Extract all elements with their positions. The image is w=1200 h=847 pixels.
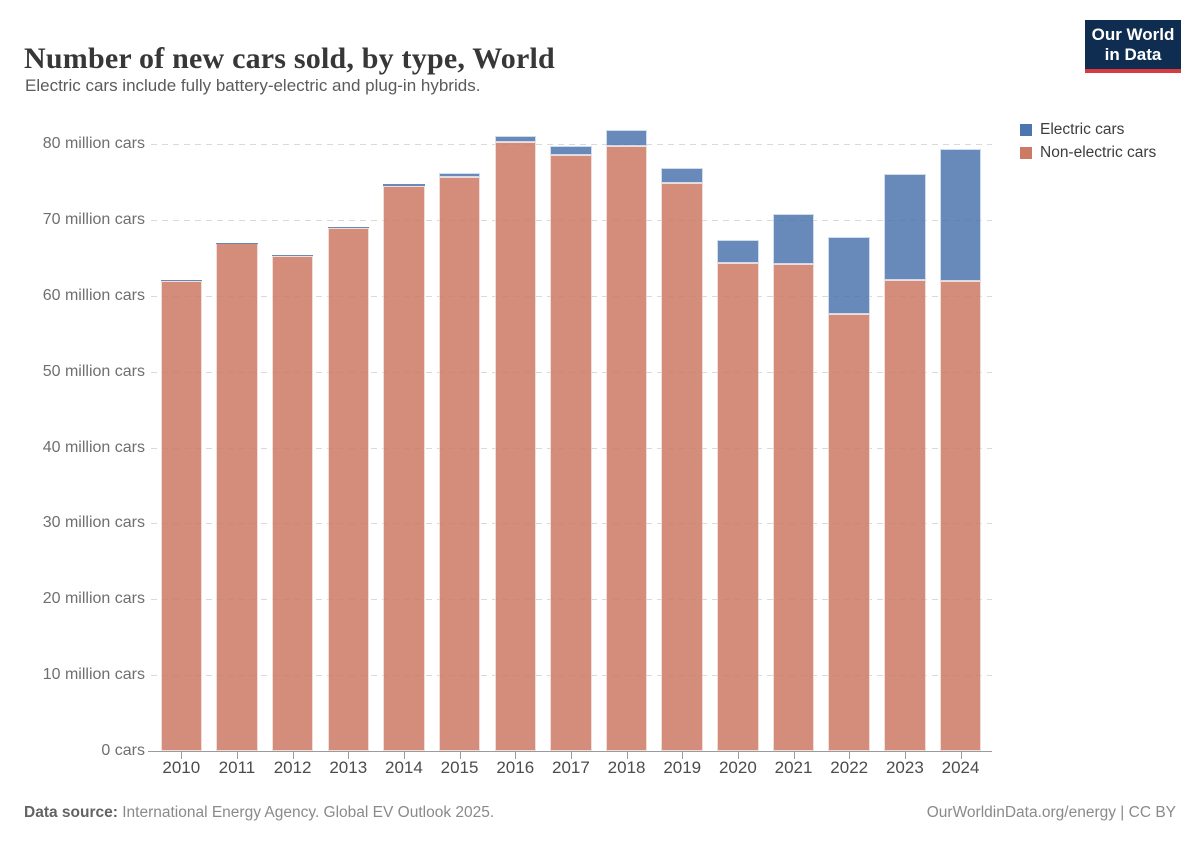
legend-item-electric[interactable]: Electric cars	[1020, 121, 1156, 139]
footer-source: Data source: International Energy Agency…	[24, 804, 494, 822]
x-axis-label-2014: 2014	[385, 758, 423, 777]
x-axis-tick	[292, 752, 294, 759]
x-axis-label-2021: 2021	[774, 758, 813, 777]
bar-2024-non-electric[interactable]	[939, 281, 982, 751]
bar-2011-non-electric[interactable]	[216, 243, 258, 751]
x-axis-label-2016: 2016	[496, 758, 535, 777]
footer-source-label: Data source:	[24, 804, 118, 821]
x-axis-label-2010: 2010	[162, 758, 201, 777]
page-title: Number of new cars sold, by type, World	[24, 42, 555, 76]
bar-2013-electric[interactable]	[327, 226, 370, 229]
y-axis-tick-label: 0 cars	[101, 742, 145, 759]
x-axis-label-2023: 2023	[885, 758, 924, 777]
bar-2019-electric[interactable]	[661, 167, 703, 184]
y-axis-tick-label: 80 million cars	[42, 135, 145, 152]
x-axis-label-2017: 2017	[551, 758, 590, 777]
x-axis-tick	[849, 752, 851, 759]
y-axis-tick-label: 40 million cars	[42, 438, 145, 456]
bar-2017-non-electric[interactable]	[550, 155, 592, 751]
bar-2014-electric[interactable]	[383, 184, 425, 187]
x-axis-label-2015: 2015	[440, 758, 479, 777]
x-axis-line	[148, 751, 992, 752]
bar-2020-non-electric[interactable]	[717, 263, 759, 751]
legend-item-label: Non-electric cars	[1040, 144, 1157, 161]
x-axis-label-2013: 2013	[329, 758, 368, 777]
x-axis-label-2020: 2020	[718, 758, 757, 777]
page-subtitle: Electric cars include fully battery-elec…	[25, 76, 481, 95]
y-axis-tick-label: 50 million cars	[42, 362, 145, 380]
bar-2022-electric[interactable]	[828, 236, 870, 314]
bar-2018-non-electric[interactable]	[605, 146, 648, 751]
x-axis-tick	[515, 752, 517, 759]
legend-swatch-icon	[1020, 147, 1032, 159]
bar-2023-non-electric[interactable]	[884, 279, 926, 751]
y-axis-tick-label: 20 million cars	[42, 590, 145, 608]
y-axis-tick-label: 70 million cars	[42, 210, 145, 228]
x-axis-tick	[181, 752, 183, 759]
x-axis-tick	[737, 752, 739, 759]
y-axis-tick-label: 60 million cars	[42, 286, 145, 304]
bar-2013-non-electric[interactable]	[327, 228, 370, 751]
x-axis-label-2022: 2022	[830, 758, 869, 777]
bar-2012-non-electric[interactable]	[271, 255, 314, 751]
bar-2010-non-electric[interactable]	[160, 280, 203, 751]
bar-2016-electric[interactable]	[494, 135, 536, 142]
bar-2021-electric[interactable]	[772, 213, 815, 264]
legend-item-non-electric[interactable]: Non-electric cars	[1020, 144, 1156, 162]
x-axis-tick	[960, 752, 962, 759]
x-axis-label-2012: 2012	[273, 758, 312, 777]
bar-2015-non-electric[interactable]	[438, 177, 481, 751]
x-axis-tick	[626, 752, 628, 759]
footer-credit-link[interactable]: OurWorldinData.org/energy | CC BY	[926, 804, 1176, 821]
x-axis-tick	[793, 752, 795, 759]
bar-2020-electric[interactable]	[717, 240, 759, 264]
bar-2024-electric[interactable]	[939, 148, 982, 282]
legend-swatch-icon	[1020, 124, 1032, 136]
x-axis-label-2024: 2024	[941, 758, 980, 777]
y-axis-tick-label: 30 million cars	[42, 514, 145, 532]
x-axis-label-2018: 2018	[607, 758, 646, 777]
x-axis-tick	[459, 752, 461, 759]
x-axis-tick	[236, 752, 238, 759]
gridline-80m	[151, 144, 992, 145]
footer-source-text: International Energy Agency. Global EV O…	[117, 804, 495, 821]
x-axis-tick	[348, 752, 350, 759]
legend-item-label: Electric cars	[1040, 121, 1125, 138]
bar-2017-electric[interactable]	[550, 146, 592, 156]
chart-legend: Electric cars Non-electric cars	[1020, 121, 1156, 167]
bar-2023-electric[interactable]	[884, 174, 926, 280]
x-axis-tick	[682, 752, 684, 759]
y-axis-tick-label: 10 million cars	[42, 666, 145, 684]
x-axis-label-2011: 2011	[218, 758, 256, 777]
bar-2019-non-electric[interactable]	[661, 183, 703, 751]
owid-logo-line2: in Data	[1104, 45, 1162, 64]
bar-2016-non-electric[interactable]	[494, 141, 536, 751]
x-axis-label-2019: 2019	[663, 758, 702, 777]
bar-2018-electric[interactable]	[605, 130, 648, 147]
bar-2021-non-electric[interactable]	[772, 263, 815, 751]
x-axis-tick	[570, 752, 572, 759]
x-axis-tick	[403, 752, 405, 759]
owid-logo-line1: Our World	[1091, 25, 1175, 44]
bar-2014-non-electric[interactable]	[383, 186, 425, 751]
bar-2015-electric[interactable]	[438, 173, 481, 178]
owid-logo: Our World in Data	[1085, 20, 1181, 73]
bar-2012-electric[interactable]	[271, 254, 314, 256]
x-axis-tick	[904, 752, 906, 759]
bar-2022-non-electric[interactable]	[828, 313, 870, 751]
